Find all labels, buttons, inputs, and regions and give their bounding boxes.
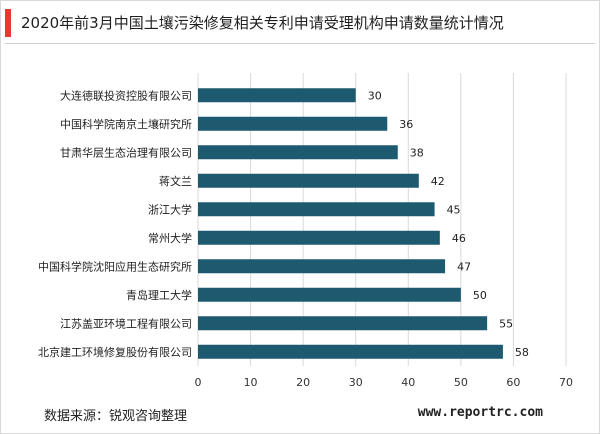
category-label: 江苏盖亚环境工程有限公司	[60, 316, 192, 330]
category-label: 大连德联投资控股有限公司	[60, 88, 192, 102]
x-tick-label: 0	[195, 376, 202, 389]
category-label: 中国科学院沈阳应用生态研究所	[38, 259, 192, 273]
data-label: 46	[452, 232, 466, 245]
x-tick-label: 20	[296, 376, 310, 389]
data-label: 58	[515, 346, 529, 359]
category-label: 青岛理工大学	[126, 288, 192, 302]
data-label: 30	[368, 89, 382, 102]
data-label: 36	[399, 118, 413, 131]
title-divider	[5, 43, 595, 44]
website-link[interactable]: www.reportrc.com	[417, 405, 543, 420]
x-tick-label: 60	[506, 376, 520, 389]
x-tick-label: 10	[244, 376, 258, 389]
data-label: 55	[499, 317, 513, 330]
x-tick-label: 30	[349, 376, 363, 389]
bar	[198, 116, 388, 131]
x-tick-label: 50	[454, 376, 468, 389]
bar	[198, 344, 503, 359]
bar	[198, 88, 356, 103]
bar	[198, 202, 435, 217]
x-tick-label: 40	[401, 376, 415, 389]
chart-title: 2020年前3月中国土壤污染修复相关专利申请受理机构申请数量统计情况	[21, 14, 504, 32]
bar	[198, 230, 440, 245]
title-accent-bar	[5, 9, 11, 37]
data-source-note: 数据来源：锐观咨询整理	[44, 409, 188, 424]
category-label: 常州大学	[148, 231, 192, 245]
category-label: 蒋文兰	[159, 174, 192, 188]
bar-chart: 0 10 20 30 40 50 60 70 大连德联投资控股有限公司 30 中国科学院南京土壤研究…	[38, 73, 573, 389]
bars	[198, 88, 503, 359]
category-label: 浙江大学	[148, 202, 192, 216]
bar	[198, 287, 461, 302]
category-label: 中国科学院南京土壤研究所	[60, 117, 192, 131]
category-label: 甘肃华层生态治理有限公司	[60, 145, 192, 159]
bar	[198, 259, 446, 274]
data-label: 42	[431, 175, 445, 188]
bar	[198, 145, 398, 160]
x-tick-label: 70	[559, 376, 573, 389]
labels: 0 10 20 30 40 50 60 70 大连德联投资控股有限公司 30 中国科学院南京土壤研究…	[38, 88, 573, 389]
category-label: 北京建工环境修复股份有限公司	[38, 345, 192, 359]
bar	[198, 173, 419, 188]
data-label: 50	[473, 289, 487, 302]
data-label: 45	[447, 203, 461, 216]
data-label: 47	[457, 260, 471, 273]
data-label: 38	[410, 146, 424, 159]
bar	[198, 316, 488, 331]
